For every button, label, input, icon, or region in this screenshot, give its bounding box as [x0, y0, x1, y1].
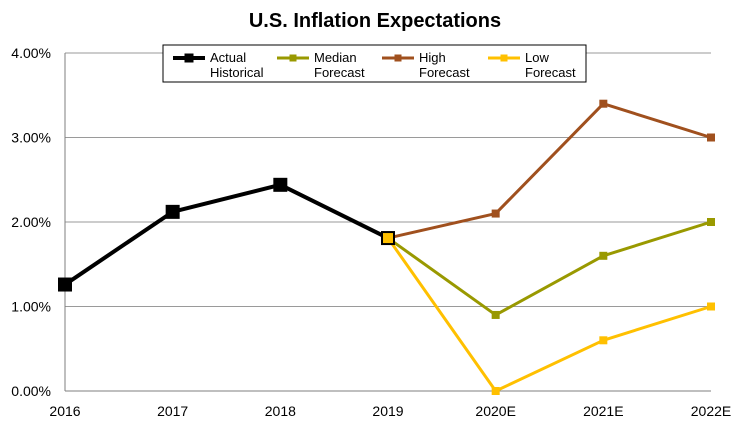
- series-markers: [58, 99, 715, 395]
- tick-labels: 0.00% 1.00% 2.00% 3.00% 4.00% 2016 2017 2018 201…: [11, 45, 731, 419]
- legend-label: Forecast: [525, 65, 576, 80]
- y-tick-label: 2.00%: [11, 214, 51, 230]
- y-tick-label: 4.00%: [11, 45, 51, 61]
- data-point-marker: [707, 218, 715, 226]
- data-point-marker: [273, 177, 288, 192]
- data-point-marker: [599, 336, 608, 345]
- legend-box: [162, 44, 587, 83]
- series-line-median-forecast: [387, 220, 712, 317]
- legend-swatch-marker: [289, 54, 297, 62]
- data-point-marker: [491, 387, 500, 395]
- legend-swatch-marker: [500, 54, 508, 62]
- y-tick-label: 3.00%: [11, 130, 51, 146]
- data-point-marker: [165, 204, 180, 219]
- data-point-marker: [707, 133, 715, 142]
- legend-swatch-marker: [184, 53, 194, 63]
- series-line-actual-historical: [63, 182, 389, 287]
- chart-title: U.S. Inflation Expectations: [249, 10, 501, 32]
- x-tick-label: 2018: [265, 403, 296, 419]
- gridlines: [65, 52, 711, 307]
- legend-label: Forecast: [314, 65, 365, 80]
- y-tick-label: 1.00%: [11, 299, 51, 315]
- legend-label: Median: [314, 50, 357, 65]
- series-line-high-forecast: [387, 102, 712, 240]
- data-point-marker: [381, 231, 395, 246]
- legend-label: Actual: [210, 50, 246, 65]
- data-point-marker: [707, 302, 715, 311]
- data-point-marker: [491, 310, 500, 319]
- legend-label: Low: [525, 50, 549, 65]
- axes: [64, 53, 711, 392]
- legend: ActualHistoricalMedianForecastHighForeca…: [162, 44, 587, 83]
- x-tick-label: 2020E: [475, 403, 515, 419]
- legend-label: High: [419, 50, 446, 65]
- x-tick-label: 2016: [49, 403, 80, 419]
- legend-label: Historical: [210, 65, 264, 80]
- data-point-marker: [599, 251, 608, 260]
- data-point-marker: [491, 209, 500, 218]
- x-tick-label: 2019: [372, 403, 403, 419]
- x-tick-label: 2022E: [691, 403, 731, 419]
- y-tick-label: 0.00%: [11, 383, 51, 399]
- legend-label: Forecast: [419, 65, 470, 80]
- legend-swatch-marker: [394, 54, 402, 62]
- data-point-marker: [599, 99, 608, 108]
- series-lines: [63, 102, 712, 393]
- x-tick-label: 2021E: [583, 403, 623, 419]
- x-tick-label: 2017: [157, 403, 188, 419]
- data-point-marker: [58, 277, 72, 292]
- series-line-low-forecast: [386, 237, 712, 393]
